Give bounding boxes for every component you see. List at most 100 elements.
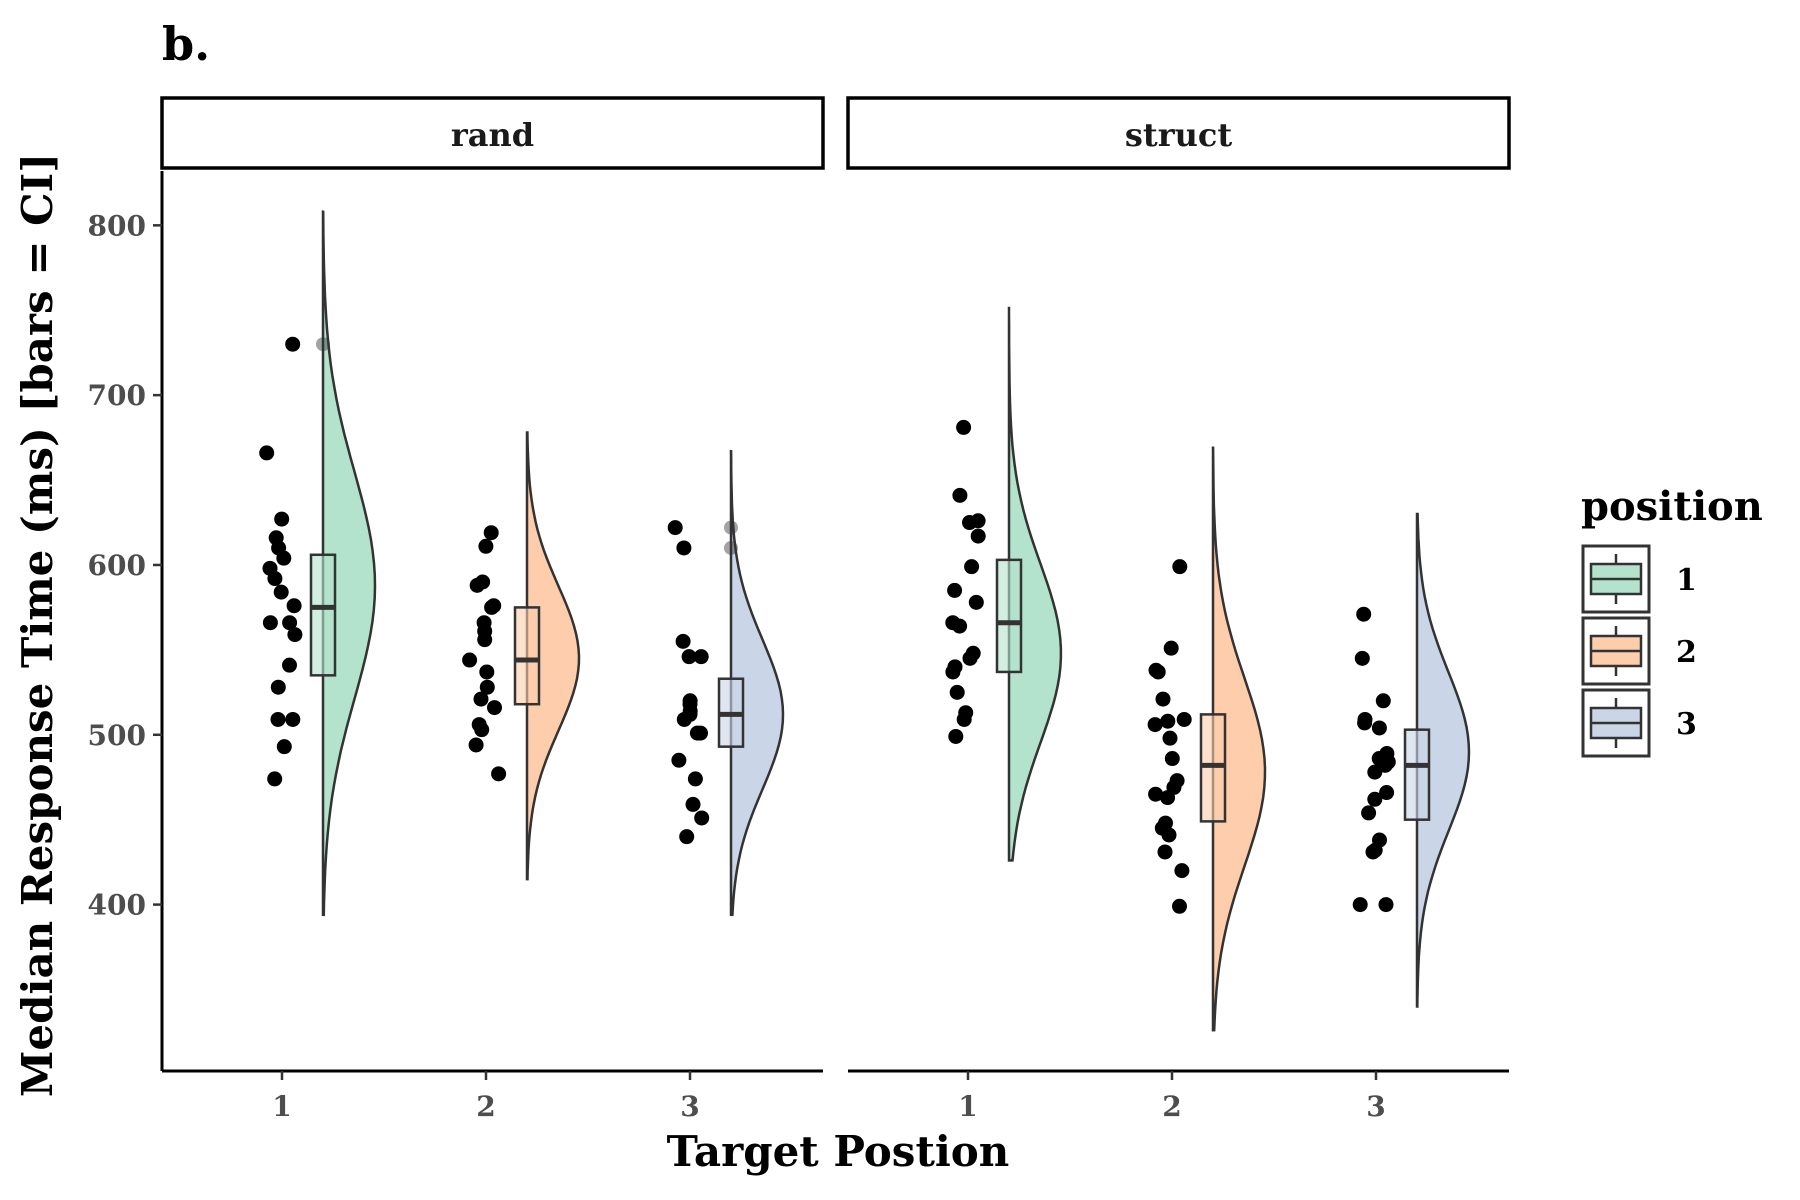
y-axis-title: Median Response Time (ms) [bars = CI]: [13, 153, 62, 1097]
data-point: [675, 633, 691, 649]
data-point: [286, 598, 302, 614]
violin-density: [729, 449, 785, 917]
legend-title: position: [1581, 483, 1763, 530]
data-point: [679, 829, 695, 845]
data-point: [949, 684, 965, 700]
data-point: [1172, 898, 1187, 914]
data-point: [1378, 897, 1394, 913]
data-point: [267, 771, 283, 787]
group-rand-pos-3: 3: [667, 449, 785, 1123]
data-point: [282, 657, 297, 673]
facet-strip-label: struct: [1125, 116, 1232, 154]
boxplot-box: [995, 558, 1023, 674]
data-point: [952, 618, 968, 634]
data-point: [285, 336, 301, 352]
x-tick-label: 3: [1366, 1090, 1385, 1123]
data-point: [487, 700, 502, 716]
data-point: [1157, 844, 1173, 860]
data-point: [1352, 897, 1368, 913]
data-point: [671, 752, 687, 768]
data-point: [693, 649, 709, 665]
data-point: [945, 664, 961, 680]
violin-density: [525, 431, 581, 881]
data-point: [1162, 730, 1178, 746]
legend-key-1: 1: [1581, 544, 1697, 614]
facet-panel-rand: rand 400 500 600 700 800 1 2 3: [88, 96, 825, 1123]
data-point: [1361, 805, 1377, 821]
boxplot-outlier: [724, 540, 738, 555]
y-tick-label: 500: [88, 719, 146, 752]
y-tick-label: 700: [88, 379, 146, 412]
boxplot-box: [1199, 713, 1227, 823]
data-point: [273, 584, 289, 600]
boxplot-box: [1403, 728, 1431, 821]
legend-label: 1: [1676, 563, 1697, 598]
boxplot-box: [309, 553, 337, 677]
data-point: [484, 599, 500, 615]
data-point: [970, 528, 986, 544]
boxplot-outlier: [316, 337, 330, 352]
data-point: [1356, 606, 1372, 622]
group-struct-pos-1: 1: [945, 306, 1063, 1123]
data-point: [1357, 715, 1373, 731]
boxplot-box: [513, 606, 541, 706]
violin-density: [1415, 512, 1471, 1008]
data-point: [267, 571, 283, 587]
data-point: [1375, 693, 1391, 709]
violin-density: [1007, 306, 1063, 862]
data-point: [468, 737, 484, 753]
data-point: [1367, 764, 1383, 780]
data-point: [474, 722, 490, 738]
facet-strip-label: rand: [451, 116, 534, 154]
legend: position 1 2 3: [1581, 483, 1763, 758]
data-point: [285, 711, 301, 727]
group-struct-pos-3: 3: [1352, 512, 1471, 1123]
data-point: [259, 445, 275, 461]
data-point: [1174, 863, 1190, 879]
data-point: [1164, 751, 1180, 767]
violin-density: [321, 210, 377, 917]
violin-density: [1211, 446, 1267, 1032]
data-point: [1365, 844, 1381, 860]
data-point: [952, 487, 968, 503]
group-struct-pos-2: 2: [1147, 446, 1267, 1123]
legend-keys: 1 2 3: [1581, 544, 1697, 758]
data-point: [1371, 720, 1387, 736]
data-point: [948, 728, 964, 744]
group-rand-pos-2: 2: [462, 431, 581, 1123]
x-tick-label: 2: [476, 1090, 495, 1123]
legend-label: 3: [1676, 707, 1697, 742]
data-point: [676, 540, 692, 556]
x-tick-label: 2: [1162, 1090, 1181, 1123]
data-point: [676, 711, 692, 727]
data-point: [1176, 711, 1192, 727]
data-point: [968, 594, 984, 610]
data-point: [964, 559, 980, 575]
y-tick-label: 400: [88, 889, 146, 922]
data-point: [1163, 640, 1179, 656]
x-tick-label: 3: [680, 1090, 699, 1123]
facet-strip: [846, 96, 1511, 170]
data-point: [1161, 827, 1177, 843]
data-point: [1354, 650, 1370, 666]
facets: rand 400 500 600 700 800 1 2 3 struct 1 2 3: [88, 96, 1511, 1123]
data-point: [685, 796, 701, 812]
legend-key-3: 3: [1581, 688, 1697, 758]
data-point: [491, 766, 507, 782]
facet-panel-struct: struct 1 2 3: [846, 96, 1511, 1123]
data-point: [1148, 786, 1164, 802]
data-point: [962, 515, 977, 531]
data-point: [287, 627, 303, 643]
data-point: [469, 577, 485, 593]
data-point: [1147, 717, 1163, 733]
data-point: [694, 810, 710, 826]
group-rand-pos-1: 1: [259, 210, 377, 1123]
data-point: [1367, 791, 1383, 807]
x-axis-title: Target Postion: [667, 1127, 1010, 1176]
panel-tag: b.: [162, 17, 210, 71]
data-point: [270, 679, 286, 695]
data-point: [667, 520, 683, 536]
legend-label: 2: [1676, 635, 1697, 670]
data-point: [270, 711, 286, 727]
data-point: [1172, 559, 1188, 575]
